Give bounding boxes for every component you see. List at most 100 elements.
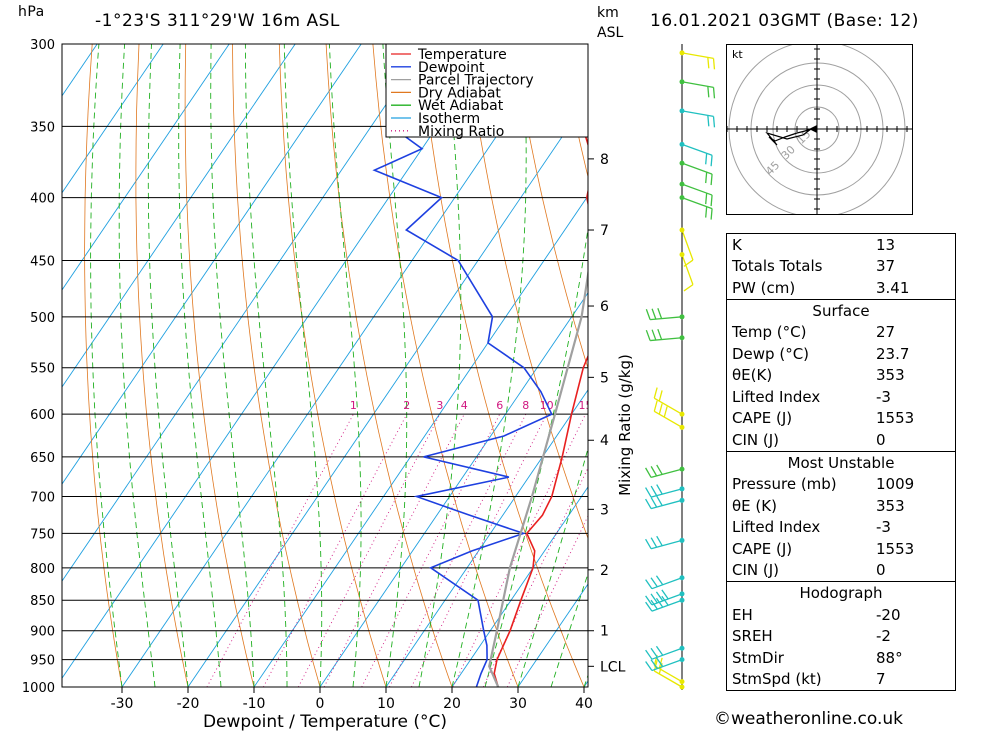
wind-barb-flag — [650, 537, 658, 548]
stat-label: Lifted Index — [732, 387, 821, 406]
wind-barb-flag — [645, 467, 652, 478]
wind-barb — [679, 79, 716, 99]
wind-barb-shaft — [653, 397, 683, 415]
mixing-ratio-line — [297, 413, 441, 687]
wind-barb — [645, 495, 685, 510]
stat-label: StmDir — [732, 648, 784, 667]
wet-adiabat-line — [517, 447, 588, 687]
stat-row: Lifted Index -3 — [727, 517, 955, 539]
stat-row: CIN (J) 0 — [727, 560, 955, 582]
wind-barb-flag — [645, 649, 653, 660]
stat-label: CIN (J) — [732, 430, 780, 449]
legend-label: Dry Adiabat — [418, 85, 501, 101]
wind-barb-flag — [656, 484, 663, 495]
wind-barb-shaft — [681, 110, 714, 118]
wind-barb-flag — [650, 593, 658, 604]
wind-barb-dot — [679, 537, 685, 543]
isotherm-line — [62, 44, 230, 291]
stat-label: StmSpd (kt) — [732, 670, 822, 689]
dry-adiabat-line — [325, 44, 453, 687]
asl-unit-label: ASL — [597, 25, 624, 41]
wind-barb-flag — [656, 464, 663, 475]
wind-barb-flag — [655, 591, 664, 602]
wet-adiabat-line — [147, 44, 189, 687]
wind-barb — [679, 141, 713, 167]
temp-tick-label: 0 — [316, 696, 325, 712]
temp-tick-label: 40 — [575, 696, 593, 712]
mixing-ratio-line — [506, 514, 588, 687]
stat-value: 1553 — [876, 539, 915, 558]
wind-barb-flag — [655, 645, 664, 656]
wet-adiabat-line — [550, 572, 588, 687]
wind-barb-flag — [712, 116, 716, 128]
wind-barb-flag — [710, 208, 713, 220]
wet-adiabat-line — [90, 44, 123, 687]
isotherm-line — [121, 44, 560, 687]
isotherm-line — [319, 292, 588, 687]
km-tick-label: 5 — [600, 370, 609, 386]
copyright-footer[interactable]: ©weatheronline.co.uk — [714, 709, 904, 729]
pressure-tick-label: 400 — [30, 192, 55, 207]
dry-adiabat-line — [135, 44, 189, 687]
wind-barb-flag — [705, 206, 708, 218]
wind-barb-dot — [679, 195, 685, 201]
wind-barb-dot — [679, 657, 685, 663]
series-temperature-line — [493, 44, 588, 687]
wind-barb-shaft — [681, 254, 694, 285]
wind-barb-flag — [650, 659, 658, 669]
hodograph-ring-label: 45 — [763, 159, 782, 178]
wind-barb-flag — [658, 390, 663, 402]
temp-tick-label: -20 — [177, 696, 200, 712]
mixing-ratio-label: 4 — [461, 399, 468, 412]
wind-barb-dot — [679, 181, 685, 187]
isotherm-line — [0, 44, 31, 687]
mixing-ratio-label: 8 — [522, 399, 529, 412]
mixing-ratio-line — [323, 413, 465, 687]
legend-label: Mixing Ratio — [418, 124, 504, 140]
wind-barb-flag — [712, 58, 716, 70]
wind-barb — [679, 108, 716, 128]
block-title: Hodograph — [799, 584, 883, 602]
stat-row: Lifted Index -3 — [727, 386, 955, 408]
mixing-ratio-label: 2 — [403, 399, 410, 412]
wind-barb-dot — [679, 466, 685, 472]
stat-row: θE (K) 353 — [727, 495, 955, 517]
wind-barb-flag — [645, 579, 653, 590]
dry-adiabat-line — [981, 44, 1000, 687]
stat-value: -20 — [876, 605, 901, 624]
wind-barb-flag — [663, 406, 668, 418]
wind-barb-dot — [679, 79, 685, 85]
mixing-ratio-label: 1 — [350, 399, 357, 412]
stat-row: StmDir 88° — [727, 647, 955, 669]
wind-barb-flag — [645, 601, 653, 612]
wind-barb — [653, 387, 685, 417]
pressure-tick-label: 850 — [30, 594, 55, 609]
stat-label: Temp (°C) — [732, 323, 807, 342]
mixing-ratio-line — [263, 413, 408, 687]
pressure-tick-label: 300 — [30, 38, 55, 53]
wind-barb — [679, 227, 694, 267]
wind-barb-dot — [679, 335, 685, 341]
wind-barb-shaft — [681, 197, 713, 210]
location-title: -1°23'S 311°29'W 16m ASL — [95, 11, 340, 31]
legend-label: Temperature — [417, 47, 507, 63]
isotherm-line — [451, 486, 588, 687]
wind-barb-flag — [655, 657, 664, 667]
wind-barb-flag — [710, 155, 713, 167]
km-tick-label: 1 — [600, 624, 609, 640]
stat-row: CAPE (J) 1553 — [727, 538, 955, 560]
stat-label: PW (cm) — [732, 278, 796, 297]
stat-value: 353 — [876, 366, 905, 385]
wind-barb-flag — [653, 387, 658, 399]
wind-barb-flag — [650, 466, 658, 477]
wind-barb-dot — [679, 314, 685, 320]
wind-barb-flag — [661, 589, 669, 600]
stat-label: Dewp (°C) — [732, 344, 810, 363]
wind-barb — [645, 657, 685, 672]
wind-barb-flag — [645, 309, 651, 320]
pressure-tick-label: 600 — [30, 408, 55, 423]
wind-barb-flag — [650, 485, 658, 496]
isotherm-line — [187, 97, 588, 687]
hodograph-panel: kt 15 30 45 — [726, 38, 913, 220]
stat-label: SREH — [732, 627, 773, 646]
